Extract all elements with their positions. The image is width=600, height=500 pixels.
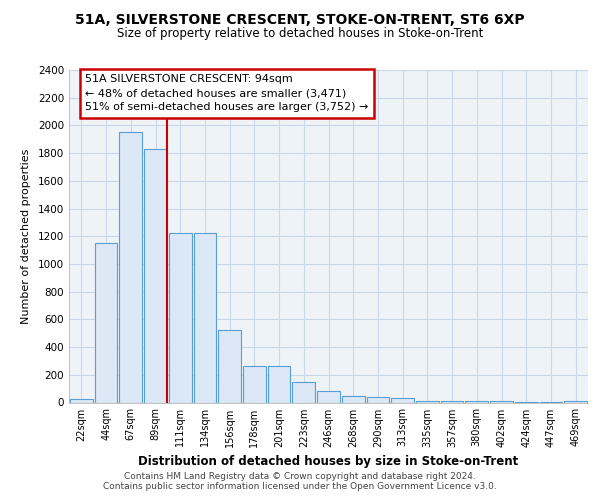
Bar	[119, 132, 142, 402]
Bar	[367, 397, 389, 402]
X-axis label: Distribution of detached houses by size in Stoke-on-Trent: Distribution of detached houses by size …	[139, 455, 518, 468]
Bar	[564, 401, 587, 402]
Text: Contains public sector information licensed under the Open Government Licence v3: Contains public sector information licen…	[103, 482, 497, 491]
Text: 51A, SILVERSTONE CRESCENT, STOKE-ON-TRENT, ST6 6XP: 51A, SILVERSTONE CRESCENT, STOKE-ON-TREN…	[75, 12, 525, 26]
Bar	[391, 398, 414, 402]
Bar	[317, 392, 340, 402]
Bar	[194, 234, 216, 402]
Text: 51A SILVERSTONE CRESCENT: 94sqm
← 48% of detached houses are smaller (3,471)
51%: 51A SILVERSTONE CRESCENT: 94sqm ← 48% of…	[85, 74, 368, 112]
Bar	[441, 401, 463, 402]
Bar	[169, 234, 191, 402]
Bar	[70, 399, 93, 402]
Text: Contains HM Land Registry data © Crown copyright and database right 2024.: Contains HM Land Registry data © Crown c…	[124, 472, 476, 481]
Bar	[243, 366, 266, 403]
Bar	[144, 149, 167, 403]
Bar	[268, 366, 290, 403]
Bar	[342, 396, 365, 402]
Text: Size of property relative to detached houses in Stoke-on-Trent: Size of property relative to detached ho…	[117, 28, 483, 40]
Bar	[218, 330, 241, 402]
Bar	[416, 401, 439, 402]
Bar	[95, 243, 118, 402]
Bar	[292, 382, 315, 402]
Y-axis label: Number of detached properties: Number of detached properties	[21, 148, 31, 324]
